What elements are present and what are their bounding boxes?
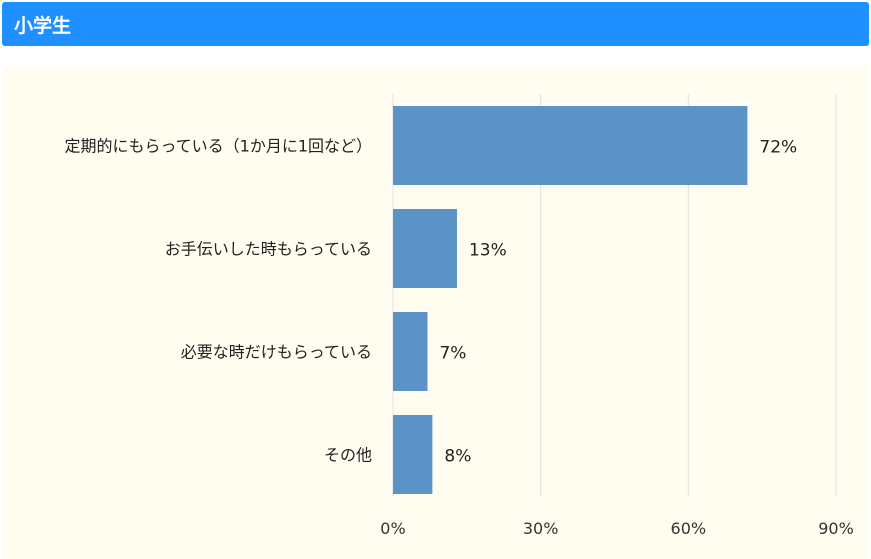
x-tick-label: 0%	[380, 519, 405, 538]
bar	[393, 106, 748, 185]
x-tick-label: 30%	[523, 519, 559, 538]
value-label: 72%	[759, 138, 797, 158]
labels: 0% 30% 60% 90% 定期的にもらっている（1か月に1回など） 72% お手伝いした…	[64, 137, 853, 539]
value-label: 7%	[439, 344, 466, 364]
bar	[393, 415, 433, 494]
x-tick-label: 60%	[671, 519, 707, 538]
chart-title: 小学生	[14, 15, 72, 37]
category-label: 必要な時だけもらっている	[181, 343, 372, 362]
value-label: 13%	[469, 241, 507, 261]
chart-header: 小学生	[2, 2, 869, 46]
bar	[393, 209, 457, 288]
category-label: お手伝いした時もらっている	[165, 240, 372, 259]
category-label: その他	[324, 446, 372, 465]
bars	[393, 106, 748, 494]
category-label: 定期的にもらっている（1か月に1回など）	[64, 137, 372, 156]
x-tick-label: 90%	[818, 519, 854, 538]
bar	[393, 312, 428, 391]
value-label: 8%	[444, 447, 471, 467]
